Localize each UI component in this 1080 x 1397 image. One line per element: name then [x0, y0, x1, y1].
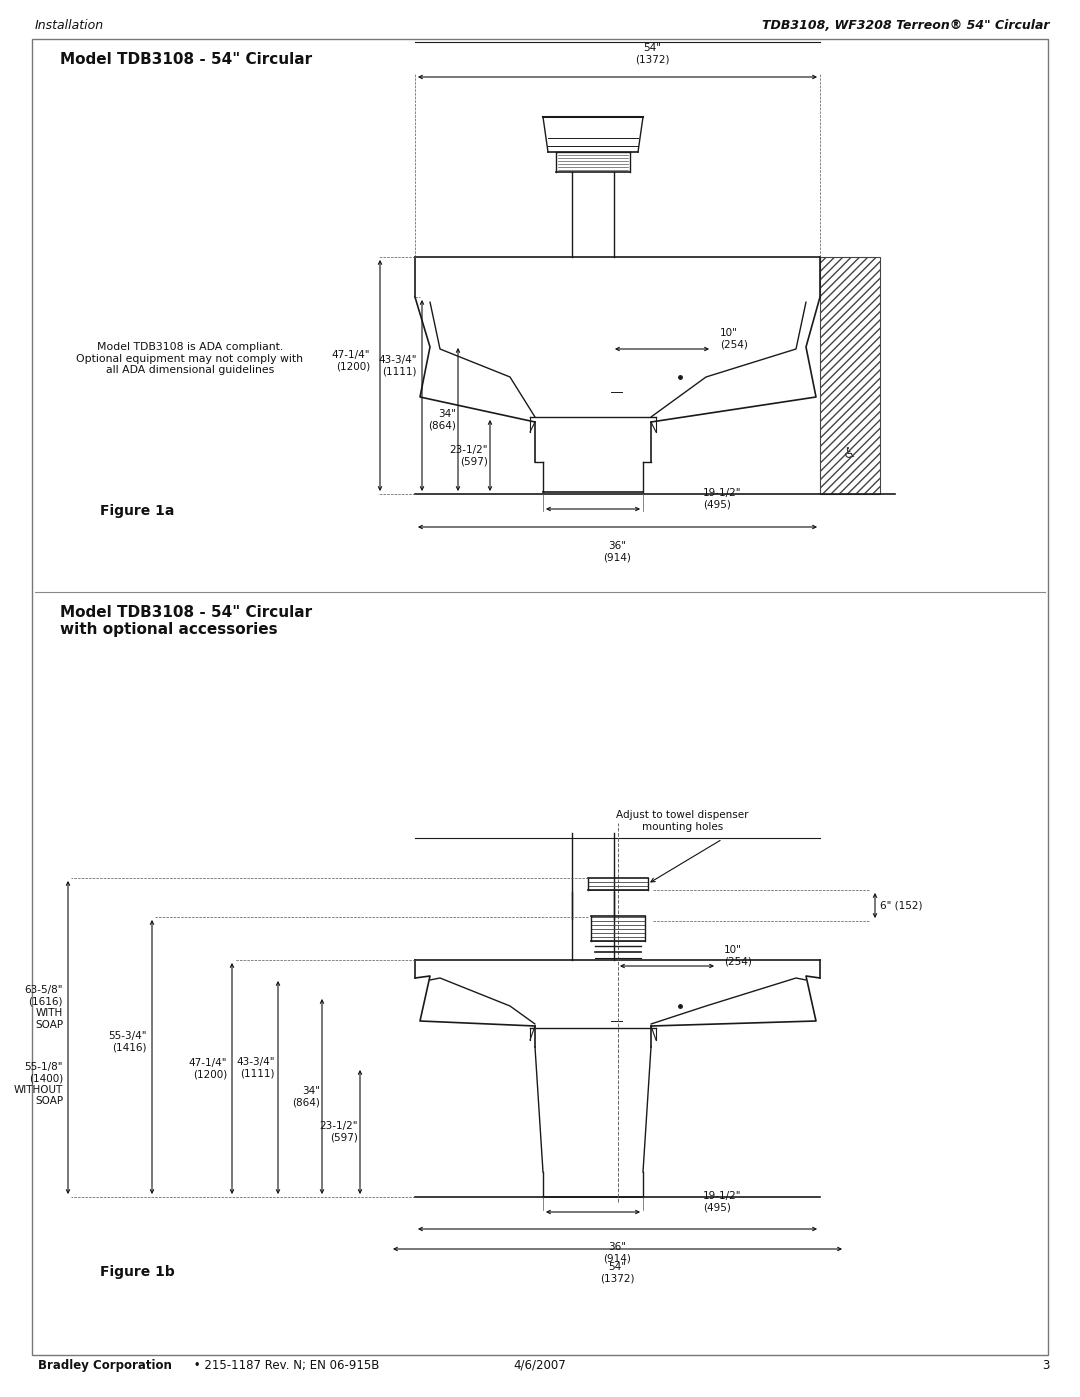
Text: 19-1/2"
(495): 19-1/2" (495)	[703, 488, 742, 510]
Text: • 215-1187 Rev. N; EN 06-915B: • 215-1187 Rev. N; EN 06-915B	[190, 1359, 379, 1372]
Text: ♿: ♿	[843, 447, 856, 461]
Text: Model TDB3108 is ADA compliant.
Optional equipment may not comply with
all ADA d: Model TDB3108 is ADA compliant. Optional…	[77, 342, 303, 376]
Text: 47-1/4"
(1200): 47-1/4" (1200)	[189, 1058, 227, 1080]
Text: Figure 1b: Figure 1b	[100, 1266, 175, 1280]
Text: 54"
(1372): 54" (1372)	[600, 1261, 635, 1284]
Text: 34"
(864): 34" (864)	[428, 409, 456, 430]
Text: Installation: Installation	[35, 20, 104, 32]
Text: 54"
(1372): 54" (1372)	[635, 43, 670, 66]
Text: Figure 1a: Figure 1a	[100, 504, 174, 518]
Text: Model TDB3108 - 54" Circular
with optional accessories: Model TDB3108 - 54" Circular with option…	[60, 605, 312, 637]
Text: 23-1/2"
(597): 23-1/2" (597)	[449, 444, 488, 467]
Text: 36"
(914): 36" (914)	[604, 541, 632, 563]
Text: Adjust to towel dispenser
mounting holes: Adjust to towel dispenser mounting holes	[617, 810, 748, 833]
Text: 10"
(254): 10" (254)	[720, 328, 747, 349]
Text: Bradley Corporation: Bradley Corporation	[38, 1359, 172, 1372]
Text: 36"
(914): 36" (914)	[604, 1242, 632, 1264]
Text: TDB3108, WF3208 Terreon® 54" Circular: TDB3108, WF3208 Terreon® 54" Circular	[762, 20, 1050, 32]
Text: 63-5/8"
(1616)
WITH
SOAP: 63-5/8" (1616) WITH SOAP	[25, 985, 63, 1030]
Text: 55-1/8"
(1400)
WITHOUT
SOAP: 55-1/8" (1400) WITHOUT SOAP	[14, 1062, 63, 1106]
Text: 10"
(254): 10" (254)	[724, 946, 752, 967]
Bar	[820, 257, 880, 495]
Text: 34"
(864): 34" (864)	[292, 1085, 320, 1108]
Text: 43-3/4"
(1111): 43-3/4" (1111)	[237, 1056, 275, 1078]
Text: 4/6/2007: 4/6/2007	[514, 1359, 566, 1372]
Text: 47-1/4"
(1200): 47-1/4" (1200)	[332, 349, 370, 372]
Text: 19-1/2"
(495): 19-1/2" (495)	[703, 1192, 742, 1213]
Text: 23-1/2"
(597): 23-1/2" (597)	[320, 1122, 357, 1143]
Text: 3: 3	[1042, 1359, 1050, 1372]
Text: 55-3/4"
(1416): 55-3/4" (1416)	[108, 1031, 147, 1053]
Text: Model TDB3108 - 54" Circular: Model TDB3108 - 54" Circular	[60, 52, 312, 67]
Text: 43-3/4"
(1111): 43-3/4" (1111)	[378, 355, 417, 376]
Text: 6" (152): 6" (152)	[880, 901, 922, 911]
